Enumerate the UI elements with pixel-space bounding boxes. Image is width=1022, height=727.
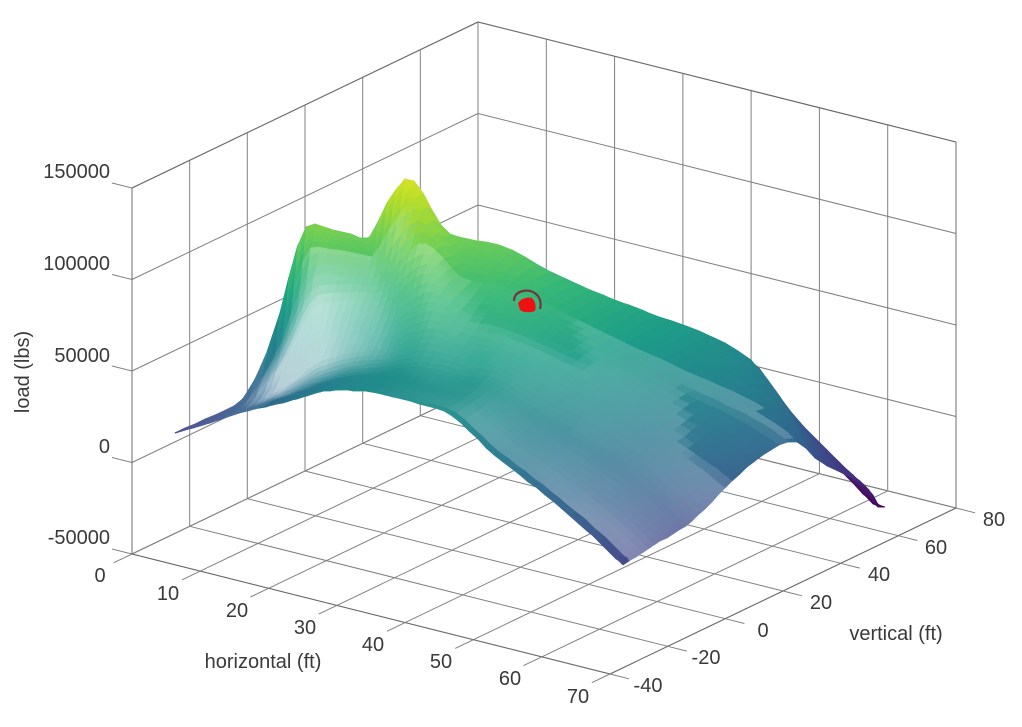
svg-text:70: 70: [567, 686, 589, 708]
svg-text:50000: 50000: [54, 345, 110, 367]
svg-text:20: 20: [810, 592, 832, 614]
svg-text:80: 80: [983, 509, 1005, 531]
svg-text:10: 10: [157, 583, 179, 605]
svg-text:-20: -20: [692, 647, 721, 669]
svg-text:60: 60: [925, 537, 947, 559]
svg-text:load (lbs): load (lbs): [12, 331, 34, 413]
svg-text:20: 20: [226, 600, 248, 622]
svg-text:100000: 100000: [43, 253, 110, 275]
svg-text:-40: -40: [634, 675, 663, 697]
svg-text:0: 0: [757, 620, 768, 642]
svg-text:150000: 150000: [43, 161, 110, 183]
svg-text:50: 50: [430, 651, 452, 673]
svg-text:0: 0: [99, 436, 110, 458]
svg-text:40: 40: [362, 634, 384, 656]
svg-text:vertical (ft): vertical (ft): [849, 623, 942, 645]
svg-text:horizontal (ft): horizontal (ft): [205, 651, 322, 673]
svg-text:30: 30: [294, 617, 316, 639]
svg-text:60: 60: [499, 668, 521, 690]
svg-text:-50000: -50000: [48, 527, 110, 549]
svg-text:0: 0: [94, 565, 105, 587]
svg-text:40: 40: [868, 564, 890, 586]
